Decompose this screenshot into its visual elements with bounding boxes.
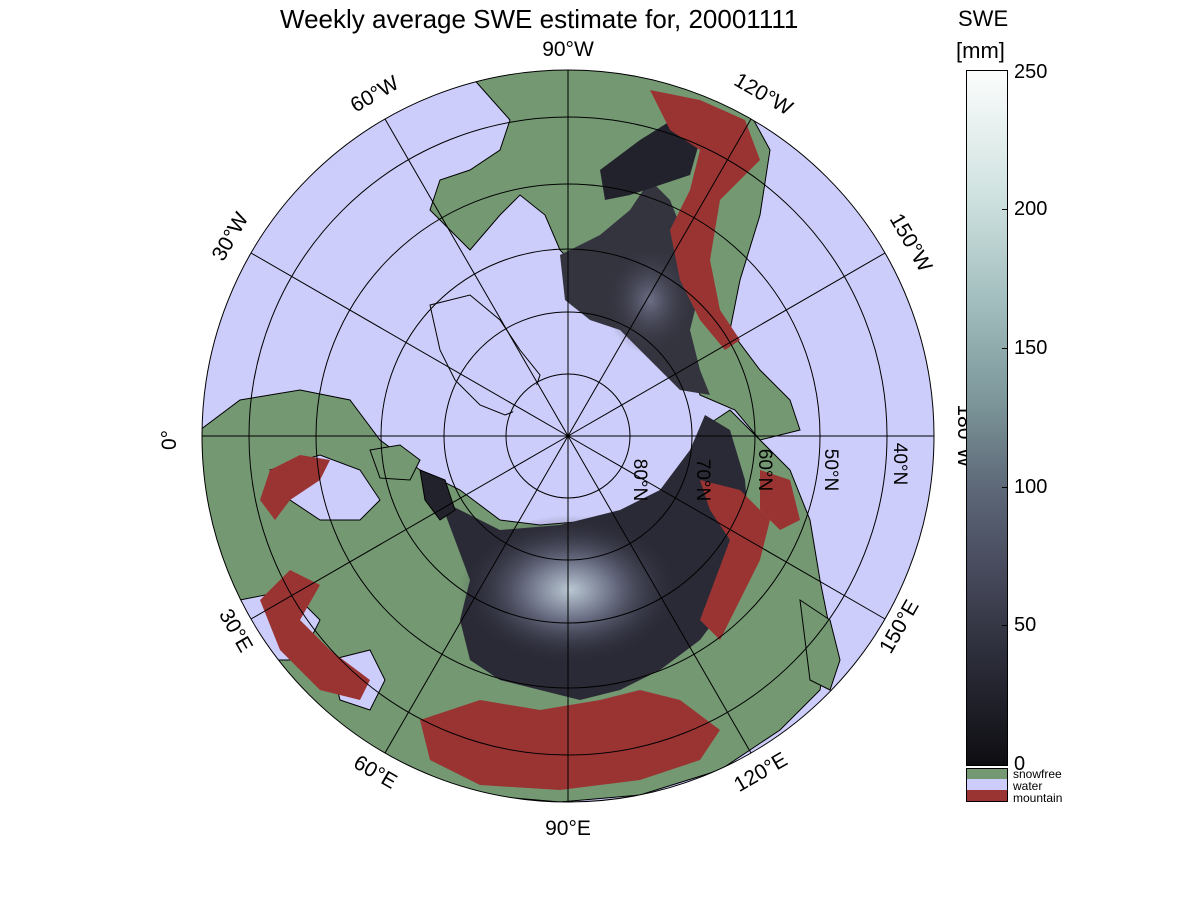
- lat-label-60n: 60°N: [754, 449, 775, 491]
- lat-label-80n: 80°N: [629, 459, 650, 501]
- colorbar-tickmark: [1002, 209, 1008, 210]
- map-boundary: [201, 69, 935, 803]
- colorbar-tick-0: 0: [1014, 753, 1026, 775]
- colorbar-tick-150: 150: [1014, 337, 1048, 359]
- legend-swatch-snowfree: [966, 768, 1008, 779]
- lon-label-90w: 90°W: [542, 38, 594, 61]
- lon-label-90e: 90°E: [545, 817, 591, 840]
- kamchatka-mountain: [760, 470, 800, 530]
- colorbar-tick-250: 250: [1014, 61, 1048, 83]
- legend-swatch-mountain: [966, 790, 1008, 802]
- svalbard: [369, 444, 421, 481]
- legend-label-mountain: mountain: [1013, 791, 1063, 805]
- lon-label-30w: 30°W: [208, 209, 254, 265]
- colorbar-tickmark: [1002, 487, 1008, 488]
- lat-label-50n: 50°N: [820, 449, 841, 491]
- norway-mountain: [260, 455, 330, 520]
- legend-label-water: water: [1013, 779, 1043, 793]
- colorbar-title: SWE: [958, 6, 1009, 31]
- colorbar-unit: [mm]: [956, 38, 1005, 63]
- colorbar-tick-200: 200: [1014, 198, 1048, 220]
- legend-label-snowfree: snowfree: [1013, 767, 1062, 781]
- novaya-zemlya: [419, 469, 456, 521]
- alps-caucasus-mountain: [260, 570, 370, 700]
- map-title: Weekly average SWE estimate for, 2000111…: [280, 4, 799, 34]
- lat-label-70n: 70°N: [692, 459, 713, 501]
- rockies-mountain: [650, 90, 760, 350]
- east-siberia-mountain: [700, 480, 770, 640]
- meridians: [202, 70, 934, 802]
- canada-snow-east: [600, 115, 700, 200]
- lon-label-60w: 60°W: [347, 71, 403, 117]
- colorbar-tick-100: 100: [1014, 476, 1048, 498]
- japan-land: [799, 598, 841, 691]
- colorbar-gradient: [966, 70, 1008, 766]
- lat-label-40n: 40°N: [889, 443, 910, 485]
- colorbar-tick-50: 50: [1014, 614, 1037, 636]
- colorbar-tickmark: [1002, 348, 1008, 349]
- legend-swatch-water: [966, 779, 1008, 790]
- siberia-snow-core: [460, 515, 680, 665]
- lon-label-0: 0°: [158, 430, 181, 450]
- colorbar-tickmark: [1002, 625, 1008, 626]
- central-asia-mountain: [420, 690, 720, 790]
